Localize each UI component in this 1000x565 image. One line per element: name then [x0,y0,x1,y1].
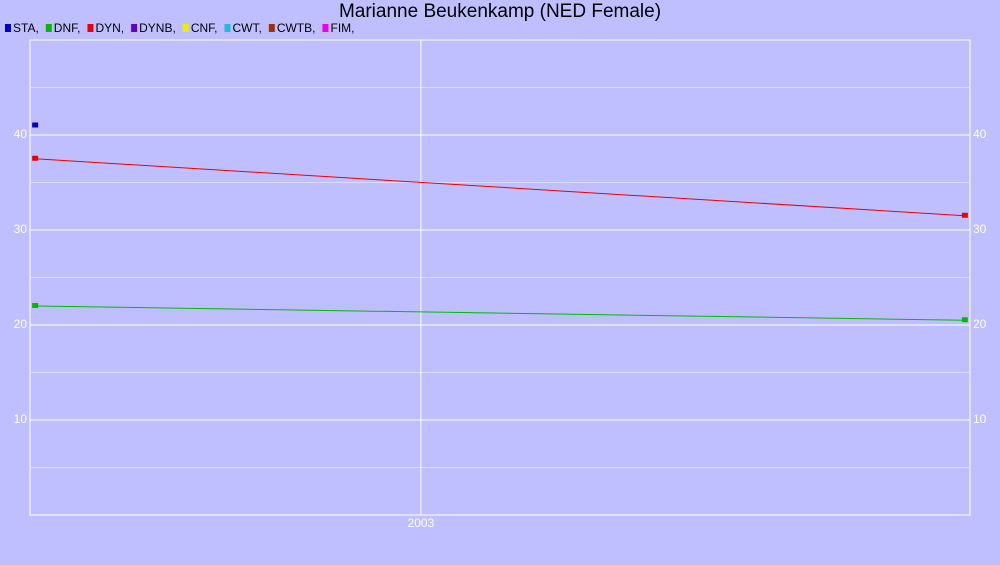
y2-tick-label: 30 [973,222,987,236]
y-tick-label: 10 [14,412,28,426]
y-tick-label: 30 [14,222,28,236]
data-point [961,212,968,218]
legend-swatch [5,24,11,32]
legend-swatch [87,24,94,32]
legend-swatch [45,24,52,32]
legend-label: CWTB, [277,21,316,35]
y-tick-label: 40 [14,127,28,141]
legend-swatch [268,24,275,32]
legend-swatch [131,24,138,32]
data-point [961,317,968,323]
series-line [35,305,965,321]
legend-label: STA, [13,21,39,35]
data-point [32,155,39,161]
legend-label: DNF, [54,21,81,35]
y2-tick-label: 40 [973,127,987,141]
legend-swatch [322,24,329,32]
y2-tick-label: 20 [973,317,987,331]
legend-label: FIM, [330,21,354,35]
y-tick-label: 20 [14,317,28,331]
y2-tick-label: 10 [973,412,987,426]
legend-label: DYNB, [139,21,176,35]
x-tick-label: 2003 [408,516,435,530]
legend-label: CWT, [232,21,261,35]
legend-swatch [224,24,231,32]
legend-swatch [182,24,189,32]
legend-label: CNF, [191,21,218,35]
chart-title: Marianne Beukenkamp (NED Female) [339,1,661,22]
legend-label: DYN, [95,21,124,35]
data-point [32,122,39,128]
data-point [32,303,39,308]
series-line [35,158,965,217]
